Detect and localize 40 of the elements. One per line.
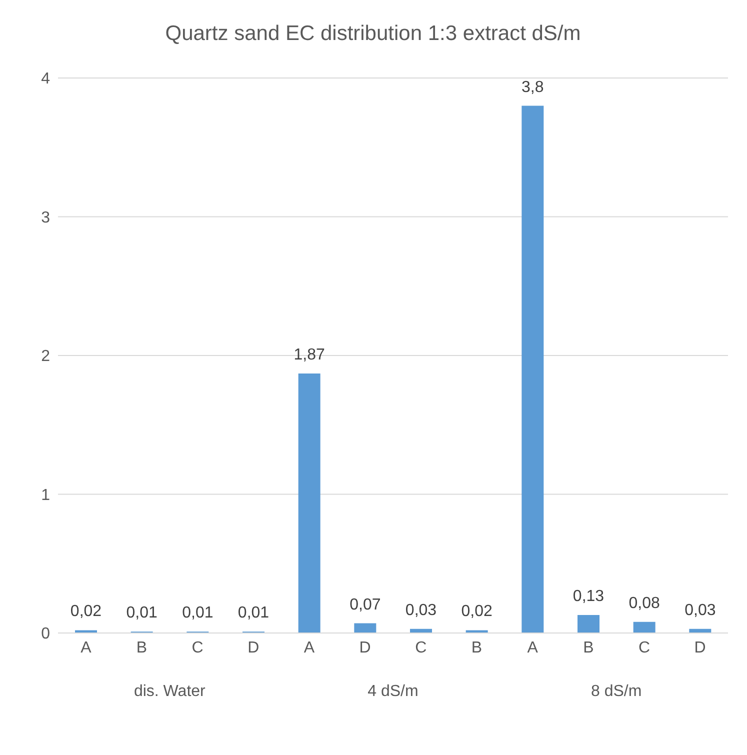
x-tick-label: C bbox=[638, 639, 650, 656]
x-tick-label: B bbox=[583, 639, 594, 656]
y-tick-label: 3 bbox=[41, 209, 50, 226]
x-tick-label: A bbox=[80, 639, 92, 656]
data-label: 0,01 bbox=[238, 604, 270, 622]
x-tick-label: D bbox=[248, 639, 260, 656]
data-label: 0,01 bbox=[182, 604, 214, 622]
y-tick-label: 4 bbox=[41, 70, 50, 88]
data-label: 0,02 bbox=[70, 603, 102, 620]
data-label: 0,13 bbox=[572, 588, 604, 605]
bar bbox=[633, 622, 656, 633]
bar bbox=[75, 630, 97, 633]
y-tick-label: 0 bbox=[41, 626, 50, 643]
bar bbox=[578, 614, 600, 633]
x-tick-label: C bbox=[415, 639, 427, 656]
x-tick-label: B bbox=[136, 639, 148, 656]
x-tick-label: A bbox=[527, 639, 538, 656]
text: dis. Water bbox=[132, 683, 206, 701]
text: 8 dS/m bbox=[590, 683, 643, 701]
x-tick-label: A bbox=[304, 639, 315, 656]
bar bbox=[298, 374, 320, 633]
bar bbox=[522, 106, 544, 633]
data-label: 0,08 bbox=[628, 594, 660, 612]
bar bbox=[354, 623, 376, 633]
data-label: 0,03 bbox=[405, 602, 437, 619]
x-tick-label: B bbox=[471, 639, 482, 656]
data-label: 0,03 bbox=[684, 602, 716, 619]
y-tick-label: 1 bbox=[41, 486, 50, 504]
y-tick-label: 2 bbox=[41, 348, 50, 366]
text: 4 dS/m bbox=[366, 683, 420, 701]
x-tick-label: D bbox=[694, 639, 706, 656]
chart-title: Quartz sand EC distribution 1:3 extract dS/m bbox=[164, 22, 582, 46]
data-label: 0,02 bbox=[461, 603, 493, 620]
bar bbox=[466, 630, 488, 633]
data-label: 3,8 bbox=[522, 78, 544, 96]
x-tick-label: D bbox=[359, 639, 371, 656]
data-label: 0,07 bbox=[350, 596, 381, 614]
data-label: 0,01 bbox=[126, 604, 158, 622]
data-label: 1,87 bbox=[294, 346, 326, 364]
x-tick-label: C bbox=[192, 639, 204, 656]
